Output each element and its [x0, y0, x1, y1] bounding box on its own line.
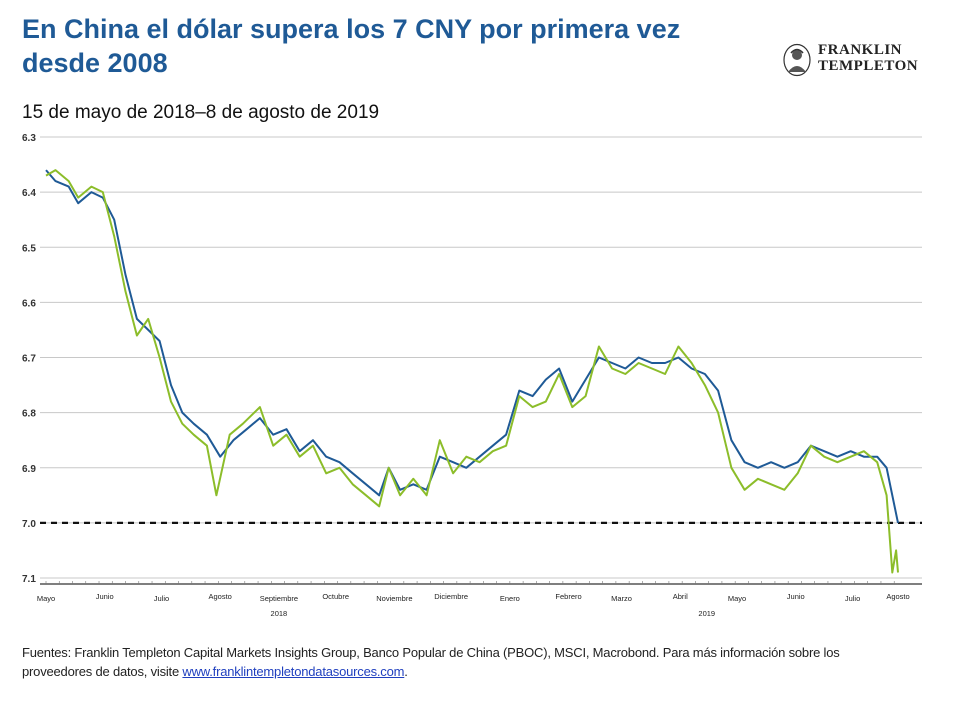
sources-link[interactable]: www.franklintempletondatasources.com — [182, 664, 405, 679]
year-label: 2019 — [698, 609, 715, 618]
x-tick-label: Febrero — [555, 592, 581, 601]
sources-end: . — [404, 664, 408, 679]
x-tick-label: Abril — [673, 592, 688, 601]
chart-title: En China el dólar supera los 7 CNY por p… — [22, 14, 681, 78]
y-tick-label: 7.0 — [22, 519, 36, 530]
y-tick-label: 6.6 — [22, 298, 36, 309]
franklin-templeton-logo: FRANKLIN TEMPLETON — [782, 42, 932, 78]
y-tick-label: 6.9 — [22, 464, 36, 475]
x-tick-label: Junio — [96, 592, 114, 601]
x-tick-label: Julio — [154, 594, 169, 603]
y-tick-label: 6.8 — [22, 409, 36, 420]
sources-text: Fuentes: Franklin Templeton Capital Mark… — [22, 645, 840, 679]
x-tick-label: Mayo — [37, 594, 55, 603]
x-tick-label: Enero — [500, 594, 520, 603]
y-tick-label: 7.1 — [22, 574, 36, 585]
logo-wordmark: FRANKLIN TEMPLETON — [818, 42, 918, 74]
chart-subtitle: 15 de mayo de 2018–8 de agosto de 2019 — [22, 102, 380, 123]
x-tick-label: Junio — [787, 592, 805, 601]
exchange-rate-chart: 6.3 6.4 6.5 6.6 6.7 6.8 6.9 7.0 7.1 Mayo Junio Jul… — [22, 133, 922, 618]
series-line-1 — [45, 169, 899, 524]
year-label: 2018 — [271, 609, 288, 618]
y-axis-ticks: 6.3 6.4 6.5 6.6 6.7 6.8 6.9 7.0 7.1 — [22, 133, 36, 585]
y-tick-label: 6.3 — [22, 133, 36, 144]
x-tick-label: Marzo — [611, 594, 632, 603]
x-tick-label: Mayo — [728, 594, 746, 603]
x-tick-label: Agosto — [886, 592, 909, 601]
x-tick-label: Diciembre — [434, 592, 468, 601]
logo-line-1: FRANKLIN — [818, 42, 903, 58]
franklin-portrait-icon — [783, 43, 811, 77]
logo-line-2: TEMPLETON — [818, 58, 919, 74]
grid-lines — [40, 136, 922, 579]
x-tick-label: Octubre — [322, 592, 349, 601]
y-tick-label: 6.4 — [22, 188, 36, 199]
sources-footnote: Fuentes: Franklin Templeton Capital Mark… — [22, 643, 902, 681]
y-tick-label: 6.5 — [22, 243, 36, 254]
y-tick-label: 6.7 — [22, 354, 36, 365]
x-tick-label: Noviembre — [376, 594, 412, 603]
x-tick-label: Julio — [845, 594, 860, 603]
series-line-2 — [45, 169, 899, 574]
x-tick-label: Agosto — [209, 592, 232, 601]
x-axis: Mayo Junio Julio Agosto Septiembre Octubre Nov… — [37, 581, 922, 618]
x-tick-label: Septiembre — [260, 594, 298, 603]
series-lines — [45, 169, 899, 574]
